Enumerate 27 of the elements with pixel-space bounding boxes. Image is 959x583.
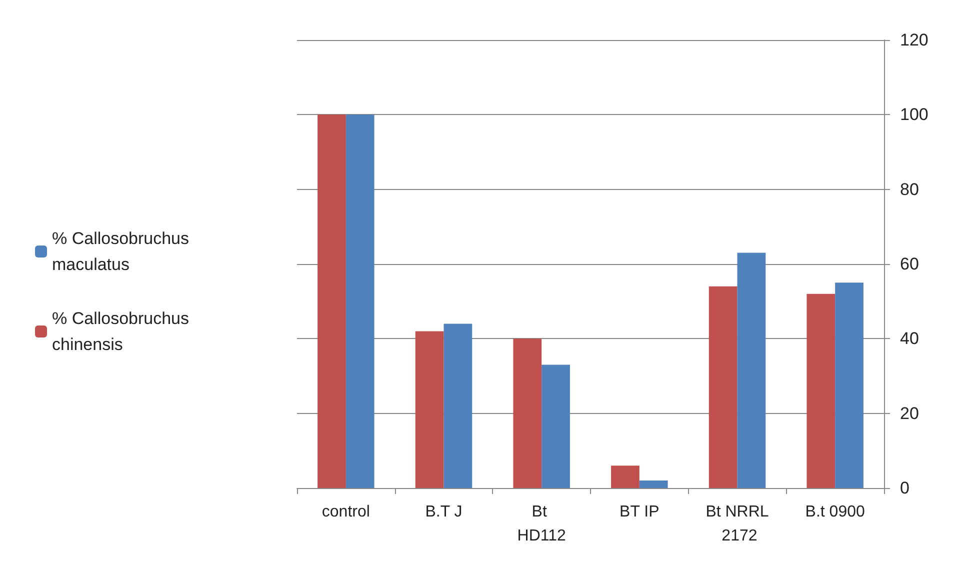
y-tick-label: 20 xyxy=(900,404,919,423)
y-tick-label: 60 xyxy=(900,254,919,274)
y-tick-label: 120 xyxy=(900,30,928,50)
bar xyxy=(444,324,472,488)
x-tick-label: BT IP xyxy=(620,504,660,520)
x-tick-label: B.T J xyxy=(425,504,462,520)
bar xyxy=(737,252,766,488)
bar xyxy=(542,364,570,488)
x-tick-label: control xyxy=(322,504,370,520)
x-tick-label: Bt HD112 xyxy=(517,504,566,544)
bar xyxy=(708,286,738,488)
x-tick-label: B.t 0900 xyxy=(805,504,865,520)
bar xyxy=(611,466,640,488)
bar xyxy=(835,282,864,488)
y-tick-label: 40 xyxy=(900,329,919,348)
y-tick-label: 100 xyxy=(900,105,928,124)
y-tick-label: 0 xyxy=(900,478,910,498)
x-tick-label: Bt NRRL 2172 xyxy=(706,504,769,544)
bar xyxy=(415,331,444,488)
legend-label: % Callosobruchus maculatus xyxy=(52,229,190,274)
bar xyxy=(318,114,346,488)
bar xyxy=(513,338,542,488)
y-tick-label: 80 xyxy=(900,180,919,199)
bar xyxy=(639,480,668,488)
legend-label: % Callosobruchus chinensis xyxy=(52,309,190,354)
bar xyxy=(346,114,374,488)
bar xyxy=(806,294,836,488)
